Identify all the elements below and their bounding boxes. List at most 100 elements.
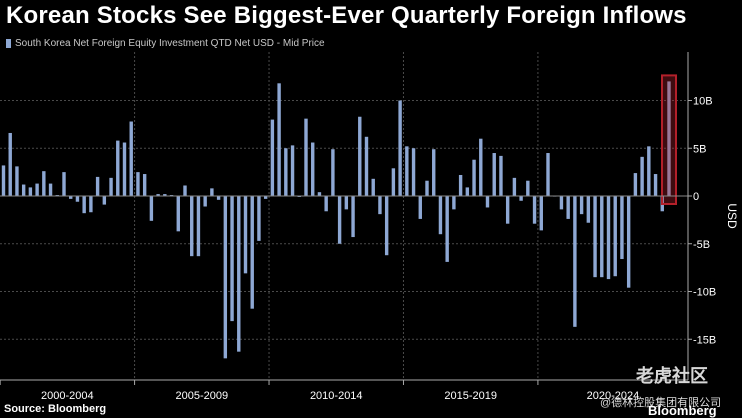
- bar: [519, 196, 523, 201]
- y-tick-label: 10B: [693, 96, 713, 108]
- bar: [290, 145, 295, 196]
- bar: [230, 196, 234, 322]
- bar: [163, 194, 167, 196]
- bar: [317, 192, 322, 196]
- bar: [284, 148, 288, 196]
- bar: [344, 196, 349, 210]
- bar: [102, 196, 107, 205]
- bar: [69, 196, 73, 199]
- chart-legend: South Korea Net Foreign Equity Investmen…: [6, 38, 325, 49]
- bar: [606, 196, 611, 280]
- gridlines: [0, 52, 688, 380]
- x-tick-label: 2015-2019: [444, 390, 497, 402]
- y-tick-label: 5B: [693, 143, 706, 155]
- bar: [82, 196, 86, 214]
- watermark-company: @德林控股集团有限公司: [600, 397, 722, 409]
- bar: [512, 177, 517, 196]
- bar: [42, 171, 46, 196]
- bar: [391, 168, 396, 196]
- bar: [358, 116, 362, 196]
- bar: [331, 149, 335, 196]
- legend-swatch: [6, 39, 11, 48]
- bar: [438, 196, 443, 235]
- bar: [48, 183, 53, 196]
- bar: [411, 148, 416, 196]
- bar: [445, 196, 449, 262]
- bar: [129, 121, 133, 196]
- bar: [472, 159, 476, 196]
- chart-title: Korean Stocks See Biggest-Ever Quarterly…: [6, 2, 687, 29]
- bloomberg-logo: Bloomberg: [648, 403, 717, 418]
- bar: [89, 196, 93, 213]
- x-tick-label: 2000-2004: [41, 390, 94, 402]
- bar: [418, 196, 422, 219]
- bar: [566, 196, 570, 219]
- bar: [620, 196, 624, 260]
- bar: [156, 194, 160, 196]
- bar: [149, 196, 154, 221]
- bar: [579, 196, 584, 215]
- bar: [364, 136, 369, 196]
- bar: [378, 196, 382, 215]
- bar: [539, 196, 543, 231]
- bar: [559, 196, 564, 210]
- bar: [479, 138, 483, 196]
- highlight-box: [661, 74, 677, 206]
- y-tick-label: 0: [693, 191, 699, 203]
- bar: [196, 196, 201, 257]
- x-axis: 2000-2004 2005-2009 2010-2014 2015-2019 2020…: [0, 379, 688, 402]
- bar: [277, 83, 281, 196]
- bar: [109, 177, 113, 196]
- bar: [465, 187, 470, 196]
- bar: [640, 156, 644, 196]
- bar: [216, 196, 221, 200]
- bar: [432, 149, 436, 196]
- bar: [142, 174, 147, 196]
- bar: [35, 183, 39, 196]
- bar: [75, 196, 80, 202]
- bar: [263, 196, 268, 199]
- bar: [8, 132, 12, 196]
- bar: [116, 140, 120, 196]
- bar: [311, 142, 315, 196]
- bar: [243, 196, 248, 274]
- bar: [21, 184, 26, 196]
- bar: [270, 119, 275, 196]
- bar: [136, 172, 140, 196]
- bar: [398, 100, 402, 196]
- bar: [371, 178, 375, 196]
- bar: [532, 196, 537, 224]
- bar: [626, 196, 631, 288]
- legend-label: South Korea Net Foreign Equity Investmen…: [15, 38, 325, 49]
- bar: [667, 81, 671, 196]
- bar: [223, 196, 228, 359]
- bar: [203, 196, 207, 207]
- x-tick-label: 2005-2009: [176, 390, 229, 402]
- bar: [351, 196, 355, 238]
- y-axis: 10B 5B 0 -5B -10B -15B USD: [0, 52, 739, 380]
- y-axis-title: USD: [725, 203, 739, 229]
- bar: [613, 196, 617, 277]
- x-tick-label: 2010-2014: [310, 390, 363, 402]
- bar: [499, 155, 503, 196]
- bar: [122, 142, 127, 196]
- source-note: Source: Bloomberg: [4, 403, 107, 415]
- bar: [324, 196, 328, 212]
- bar: [573, 196, 577, 327]
- bar: [633, 173, 638, 196]
- bar: [492, 153, 496, 196]
- bar: [653, 174, 658, 196]
- bar: [458, 174, 463, 196]
- bar: [546, 153, 550, 196]
- bar: [176, 196, 180, 232]
- bar: [505, 196, 510, 224]
- bar: [304, 118, 308, 196]
- bar-series: [1, 74, 677, 359]
- x-tick-label: 2020-2024: [587, 390, 640, 402]
- bar: [1, 165, 6, 196]
- y-tick-label: -15B: [693, 334, 716, 346]
- bar: [257, 196, 261, 241]
- bar: [586, 196, 591, 223]
- bar: [405, 146, 409, 196]
